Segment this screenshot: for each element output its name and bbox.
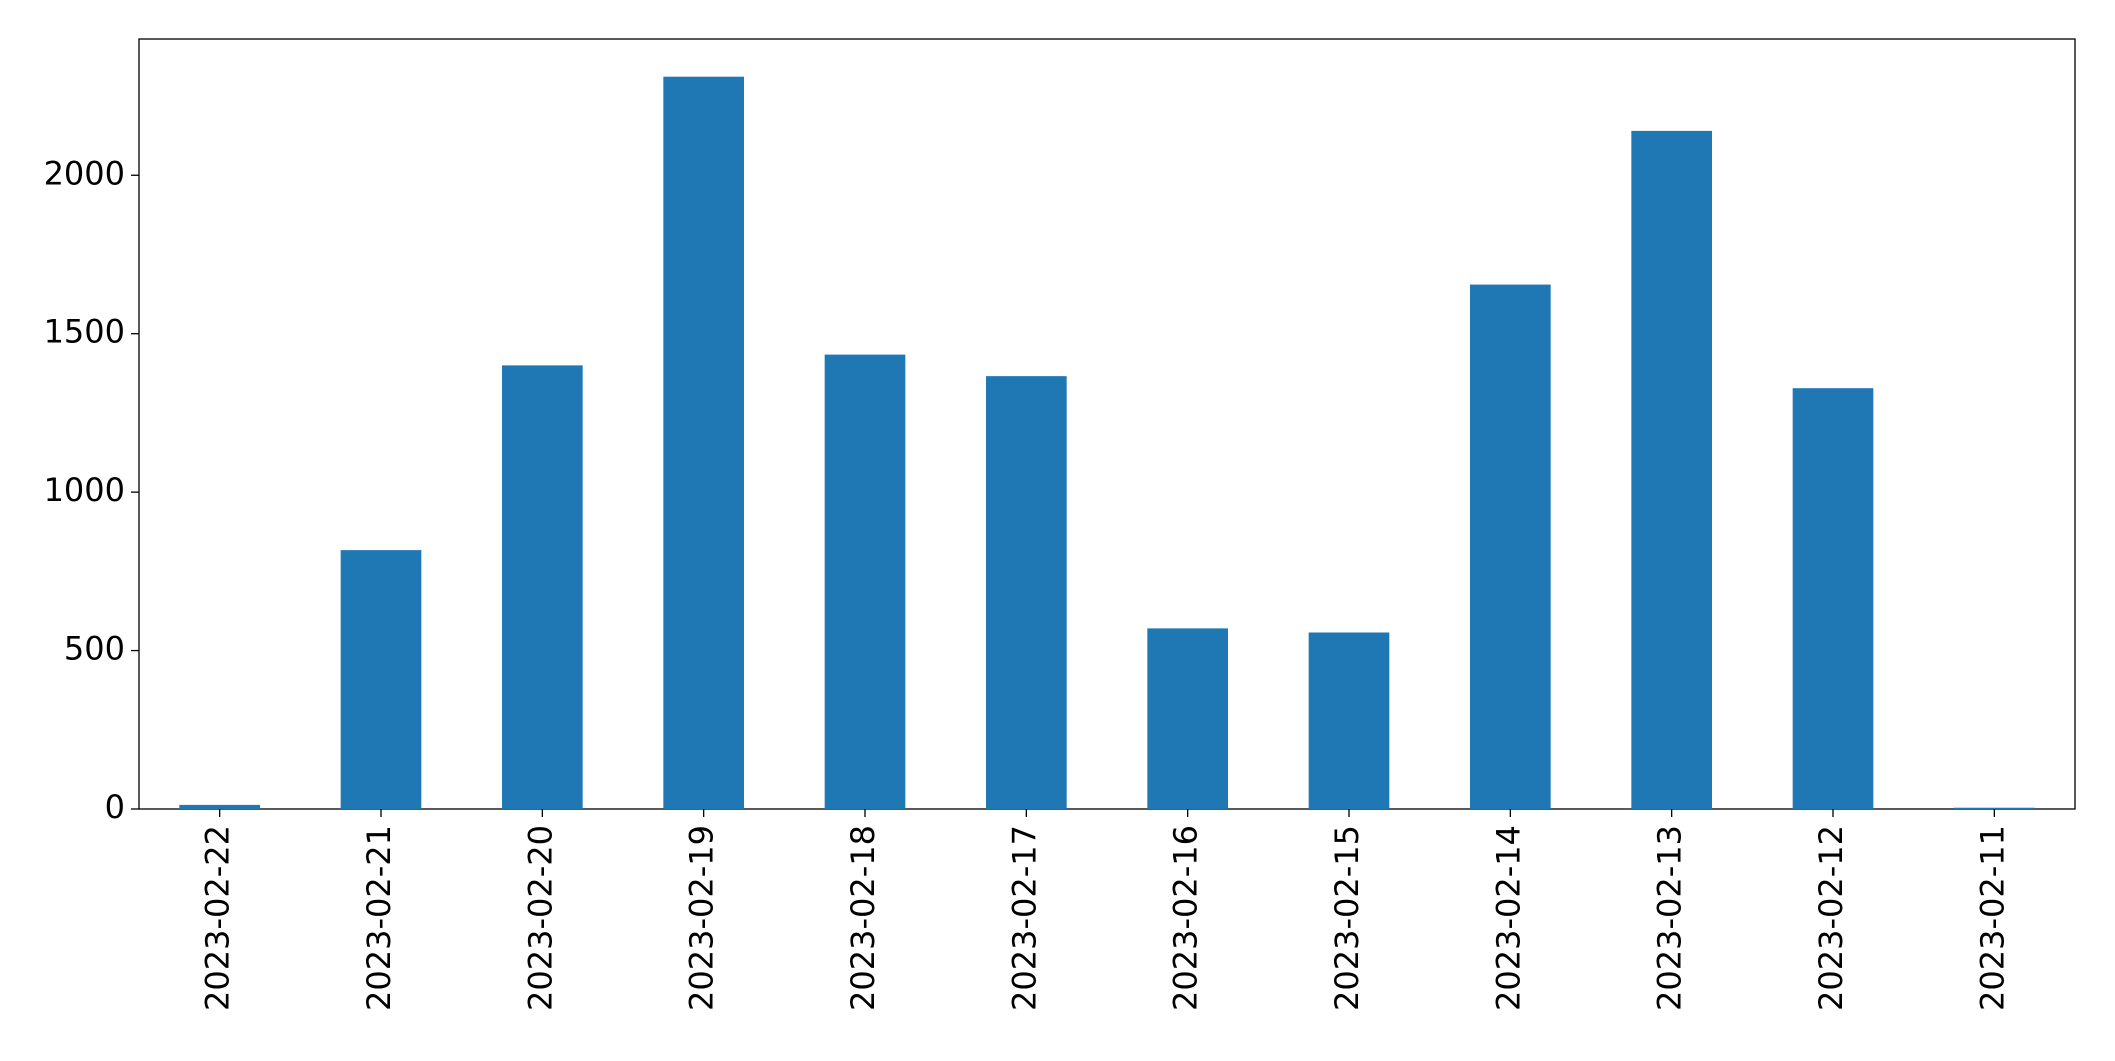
x-tick-label: 2023-02-13 xyxy=(1651,825,1689,1011)
x-tick-label: 2023-02-21 xyxy=(360,825,398,1011)
axes-frame xyxy=(138,38,2076,810)
bar xyxy=(179,804,260,809)
bar xyxy=(1954,807,2035,809)
bar xyxy=(1147,628,1228,809)
y-tick-label: 500 xyxy=(64,630,125,668)
x-tick-label: 2023-02-14 xyxy=(1489,825,1527,1011)
x-tick-label: 2023-02-20 xyxy=(521,825,559,1011)
bar xyxy=(986,376,1067,809)
y-tick-label: 1500 xyxy=(44,313,125,351)
x-tick-label: 2023-02-22 xyxy=(199,825,237,1011)
bar xyxy=(663,76,744,809)
bar xyxy=(1470,284,1551,809)
x-tick-label: 2023-02-18 xyxy=(844,825,882,1011)
x-tick-label: 2023-02-15 xyxy=(1328,825,1366,1011)
x-tick-label: 2023-02-12 xyxy=(1812,825,1850,1011)
bar xyxy=(502,365,583,809)
bar xyxy=(1631,130,1712,809)
x-tick-label: 2023-02-11 xyxy=(1973,825,2011,1011)
bar xyxy=(824,354,906,809)
bar xyxy=(1792,388,1874,809)
y-tick-label: 2000 xyxy=(44,154,125,192)
y-tick-label: 1000 xyxy=(44,471,125,509)
bar xyxy=(340,550,422,809)
bar xyxy=(1308,632,1390,809)
x-tick-label: 2023-02-16 xyxy=(1167,825,1205,1011)
y-tick-label: 0 xyxy=(105,788,125,826)
x-tick-label: 2023-02-19 xyxy=(683,825,721,1011)
x-tick-label: 2023-02-17 xyxy=(1005,825,1043,1011)
